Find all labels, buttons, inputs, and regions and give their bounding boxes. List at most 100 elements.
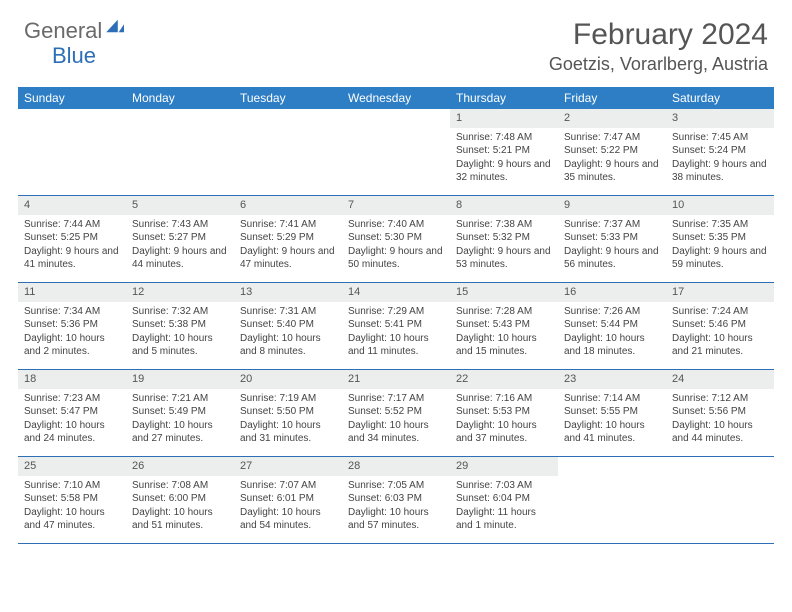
sunset-text: Sunset: 6:00 PM	[132, 492, 228, 506]
day-body: Sunrise: 7:48 AMSunset: 5:21 PMDaylight:…	[450, 130, 558, 188]
daylight-text: Daylight: 9 hours and 44 minutes.	[132, 245, 228, 272]
sunrise-text: Sunrise: 7:14 AM	[564, 392, 660, 406]
day-body: Sunrise: 7:45 AMSunset: 5:24 PMDaylight:…	[666, 130, 774, 188]
sunrise-text: Sunrise: 7:16 AM	[456, 392, 552, 406]
day-number: 22	[450, 370, 558, 389]
day-cell: 26 Sunrise: 7:08 AMSunset: 6:00 PMDayligh…	[126, 457, 234, 543]
day-body: Sunrise: 7:03 AMSunset: 6:04 PMDaylight:…	[450, 478, 558, 536]
sunrise-text: Sunrise: 7:19 AM	[240, 392, 336, 406]
day-number: 29	[450, 457, 558, 476]
sunset-text: Sunset: 5:50 PM	[240, 405, 336, 419]
daylight-text: Daylight: 10 hours and 15 minutes.	[456, 332, 552, 359]
daylight-text: Daylight: 9 hours and 35 minutes.	[564, 158, 660, 185]
day-body: Sunrise: 7:14 AMSunset: 5:55 PMDaylight:…	[558, 391, 666, 449]
day-body: Sunrise: 7:05 AMSunset: 6:03 PMDaylight:…	[342, 478, 450, 536]
day-body: Sunrise: 7:12 AMSunset: 5:56 PMDaylight:…	[666, 391, 774, 449]
sunset-text: Sunset: 6:01 PM	[240, 492, 336, 506]
daylight-text: Daylight: 10 hours and 41 minutes.	[564, 419, 660, 446]
sunset-text: Sunset: 6:03 PM	[348, 492, 444, 506]
day-body: Sunrise: 7:21 AMSunset: 5:49 PMDaylight:…	[126, 391, 234, 449]
day-cell: 7Sunrise: 7:40 AMSunset: 5:30 PMDaylight…	[342, 196, 450, 282]
sunrise-text: Sunrise: 7:08 AM	[132, 479, 228, 493]
daylight-text: Daylight: 11 hours and 1 minute.	[456, 506, 552, 533]
calendar: Sunday Monday Tuesday Wednesday Thursday…	[18, 87, 774, 544]
sunset-text: Sunset: 5:58 PM	[24, 492, 120, 506]
day-cell	[18, 109, 126, 195]
sunrise-text: Sunrise: 7:34 AM	[24, 305, 120, 319]
sunset-text: Sunset: 5:44 PM	[564, 318, 660, 332]
day-number: 23	[558, 370, 666, 389]
day-cell: 4Sunrise: 7:44 AMSunset: 5:25 PMDaylight…	[18, 196, 126, 282]
sunrise-text: Sunrise: 7:37 AM	[564, 218, 660, 232]
sunrise-text: Sunrise: 7:41 AM	[240, 218, 336, 232]
daylight-text: Daylight: 9 hours and 38 minutes.	[672, 158, 768, 185]
sunset-text: Sunset: 5:25 PM	[24, 231, 120, 245]
day-cell: 1 Sunrise: 7:48 AMSunset: 5:21 PMDaylight…	[450, 109, 558, 195]
day-body: Sunrise: 7:34 AMSunset: 5:36 PMDaylight:…	[18, 304, 126, 362]
daylight-text: Daylight: 9 hours and 50 minutes.	[348, 245, 444, 272]
sunset-text: Sunset: 5:46 PM	[672, 318, 768, 332]
sunrise-text: Sunrise: 7:26 AM	[564, 305, 660, 319]
daylight-text: Daylight: 10 hours and 51 minutes.	[132, 506, 228, 533]
daylight-text: Daylight: 10 hours and 54 minutes.	[240, 506, 336, 533]
day-cell: 14Sunrise: 7:29 AMSunset: 5:41 PMDayligh…	[342, 283, 450, 369]
day-number	[666, 457, 774, 475]
day-number: 18	[18, 370, 126, 389]
day-number: 9	[558, 196, 666, 215]
daylight-text: Daylight: 9 hours and 47 minutes.	[240, 245, 336, 272]
day-number: 16	[558, 283, 666, 302]
day-number: 2	[558, 109, 666, 128]
day-cell: 21 Sunrise: 7:17 AMSunset: 5:52 PMDayligh…	[342, 370, 450, 456]
logo-text-general: General	[24, 18, 102, 43]
day-cell	[342, 109, 450, 195]
day-body: Sunrise: 7:26 AMSunset: 5:44 PMDaylight:…	[558, 304, 666, 362]
day-cell: 18 Sunrise: 7:23 AMSunset: 5:47 PMDayligh…	[18, 370, 126, 456]
day-body: Sunrise: 7:23 AMSunset: 5:47 PMDaylight:…	[18, 391, 126, 449]
day-number: 26	[126, 457, 234, 476]
daylight-text: Daylight: 10 hours and 34 minutes.	[348, 419, 444, 446]
day-cell: 20Sunrise: 7:19 AMSunset: 5:50 PMDayligh…	[234, 370, 342, 456]
sunrise-text: Sunrise: 7:47 AM	[564, 131, 660, 145]
day-header-row: Sunday Monday Tuesday Wednesday Thursday…	[18, 87, 774, 109]
day-header-fri: Friday	[558, 87, 666, 109]
day-body: Sunrise: 7:16 AMSunset: 5:53 PMDaylight:…	[450, 391, 558, 449]
day-number: 21	[342, 370, 450, 389]
day-number: 25	[18, 457, 126, 476]
location: Goetzis, Vorarlberg, Austria	[549, 54, 768, 75]
day-number: 6	[234, 196, 342, 215]
day-cell: 19 Sunrise: 7:21 AMSunset: 5:49 PMDayligh…	[126, 370, 234, 456]
sunrise-text: Sunrise: 7:40 AM	[348, 218, 444, 232]
day-header-tue: Tuesday	[234, 87, 342, 109]
sunset-text: Sunset: 5:30 PM	[348, 231, 444, 245]
day-cell: 5Sunrise: 7:43 AMSunset: 5:27 PMDaylight…	[126, 196, 234, 282]
sunset-text: Sunset: 5:32 PM	[456, 231, 552, 245]
daylight-text: Daylight: 10 hours and 18 minutes.	[564, 332, 660, 359]
sunrise-text: Sunrise: 7:43 AM	[132, 218, 228, 232]
day-number: 19	[126, 370, 234, 389]
day-cell: 10Sunrise: 7:35 AMSunset: 5:35 PMDayligh…	[666, 196, 774, 282]
sunrise-text: Sunrise: 7:12 AM	[672, 392, 768, 406]
sunrise-text: Sunrise: 7:17 AM	[348, 392, 444, 406]
sunset-text: Sunset: 5:52 PM	[348, 405, 444, 419]
day-number: 1	[450, 109, 558, 128]
day-cell	[558, 457, 666, 543]
sunset-text: Sunset: 5:29 PM	[240, 231, 336, 245]
day-cell: 11 Sunrise: 7:34 AMSunset: 5:36 PMDayligh…	[18, 283, 126, 369]
month-title: February 2024	[549, 18, 768, 52]
sunset-text: Sunset: 6:04 PM	[456, 492, 552, 506]
day-number	[18, 109, 126, 127]
title-block: February 2024 Goetzis, Vorarlberg, Austr…	[549, 18, 768, 75]
day-number: 20	[234, 370, 342, 389]
day-body: Sunrise: 7:35 AMSunset: 5:35 PMDaylight:…	[666, 217, 774, 275]
day-number: 3	[666, 109, 774, 128]
sunset-text: Sunset: 5:43 PM	[456, 318, 552, 332]
header: GeneralBlue February 2024 Goetzis, Vorar…	[0, 0, 792, 83]
sunset-text: Sunset: 5:53 PM	[456, 405, 552, 419]
day-body: Sunrise: 7:29 AMSunset: 5:41 PMDaylight:…	[342, 304, 450, 362]
daylight-text: Daylight: 10 hours and 27 minutes.	[132, 419, 228, 446]
sunset-text: Sunset: 5:38 PM	[132, 318, 228, 332]
day-body: Sunrise: 7:31 AMSunset: 5:40 PMDaylight:…	[234, 304, 342, 362]
day-cell: 12Sunrise: 7:32 AMSunset: 5:38 PMDayligh…	[126, 283, 234, 369]
day-number: 11	[18, 283, 126, 302]
day-number: 4	[18, 196, 126, 215]
